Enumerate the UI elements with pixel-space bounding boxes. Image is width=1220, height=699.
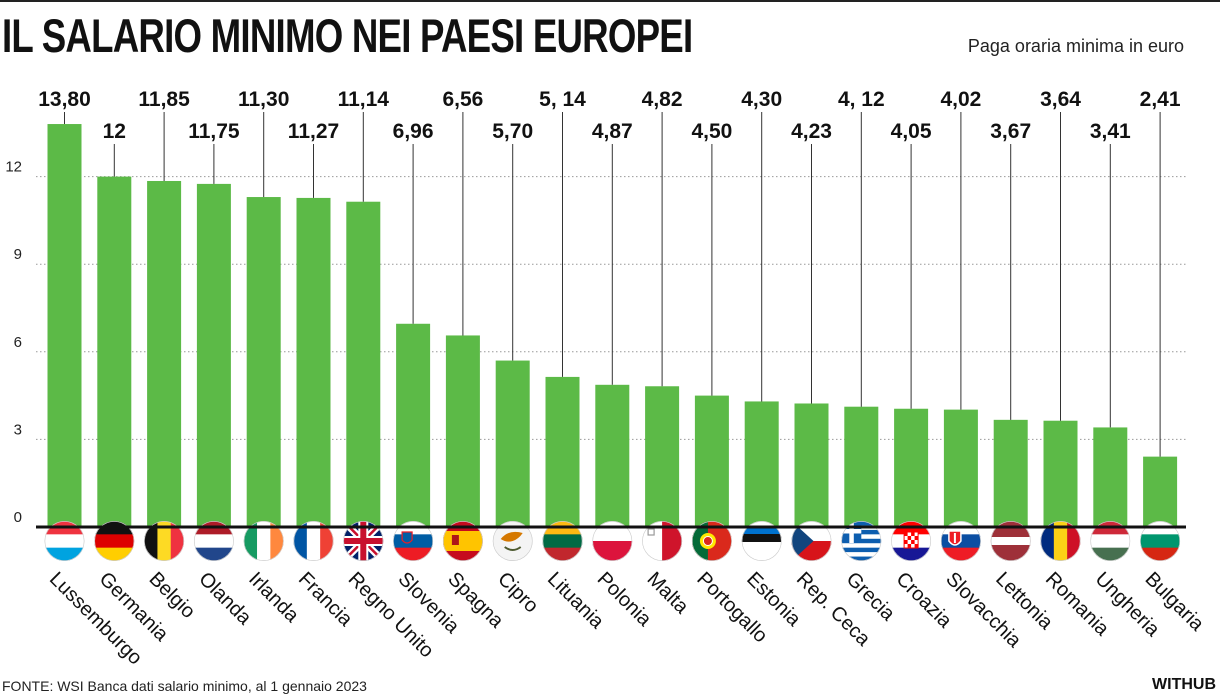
value-label: 11,30 [238, 88, 289, 111]
bar [1143, 456, 1178, 527]
category-label: Olanda [194, 568, 256, 630]
bar [196, 183, 231, 527]
y-tick-label: 3 [14, 421, 22, 438]
belgium-flag [144, 521, 185, 561]
ireland-flag [243, 521, 284, 561]
value-label: 11,85 [138, 88, 190, 111]
bar [645, 386, 680, 527]
chart-title: IL SALARIO MINIMO NEI PAESI EUROPEI [2, 9, 693, 62]
romania-flag [1040, 521, 1081, 561]
bar [1093, 427, 1128, 527]
croatia-flag [891, 521, 932, 561]
value-label: 12 [103, 120, 126, 143]
bulgaria-flag [1140, 521, 1181, 561]
brand-logo: WITHUB [1152, 676, 1216, 693]
bar [346, 201, 381, 527]
bar [296, 197, 331, 527]
category-label: Francia [294, 568, 357, 631]
y-tick-label: 9 [14, 246, 22, 263]
bar [495, 360, 530, 527]
bar [794, 403, 829, 527]
y-tick-label: 6 [14, 334, 22, 351]
bar [545, 376, 580, 527]
value-label: 6,56 [442, 88, 483, 111]
bar [47, 124, 82, 527]
top-rule [0, 0, 1220, 2]
category-label: Irlanda [244, 568, 303, 627]
value-label: 3,41 [1090, 120, 1131, 143]
bar [744, 401, 779, 527]
france-flag [293, 521, 334, 561]
value-label: 4,87 [592, 120, 633, 143]
bar [943, 409, 978, 527]
value-label: 2,41 [1140, 88, 1181, 111]
bar [894, 408, 929, 527]
chart-subtitle: Paga oraria minima in euro [967, 36, 1184, 56]
y-tick-label: 12 [5, 159, 22, 176]
value-label: 3,67 [990, 120, 1031, 143]
value-label: 11,75 [188, 120, 240, 143]
value-label: 5,70 [492, 120, 533, 143]
bar [147, 180, 182, 528]
bar [445, 335, 480, 527]
value-label: 3,64 [1040, 88, 1081, 111]
bar [595, 384, 630, 527]
y-tick-label: 0 [14, 509, 22, 526]
value-label: 4,23 [791, 120, 832, 143]
bar [993, 419, 1028, 527]
value-label: 5, 14 [539, 88, 586, 111]
value-label: 11,27 [288, 120, 339, 143]
bar [844, 406, 879, 527]
bar [1043, 420, 1078, 527]
bar [246, 197, 281, 528]
malta-flag [642, 521, 683, 561]
source-note: FONTE: WSI Banca dati salario minimo, al… [2, 678, 367, 694]
value-label: 6,96 [393, 120, 434, 143]
bar [694, 395, 729, 527]
value-label: 4,05 [891, 120, 932, 143]
value-label: 4,50 [691, 120, 732, 143]
value-label: 11,14 [338, 88, 390, 111]
value-label: 4,82 [642, 88, 683, 111]
value-label: 4, 12 [838, 88, 885, 111]
value-label: 13,80 [38, 88, 91, 111]
bar [396, 323, 431, 527]
value-label: 4,02 [940, 88, 981, 111]
bar [97, 176, 132, 527]
value-label: 4,30 [741, 88, 782, 111]
